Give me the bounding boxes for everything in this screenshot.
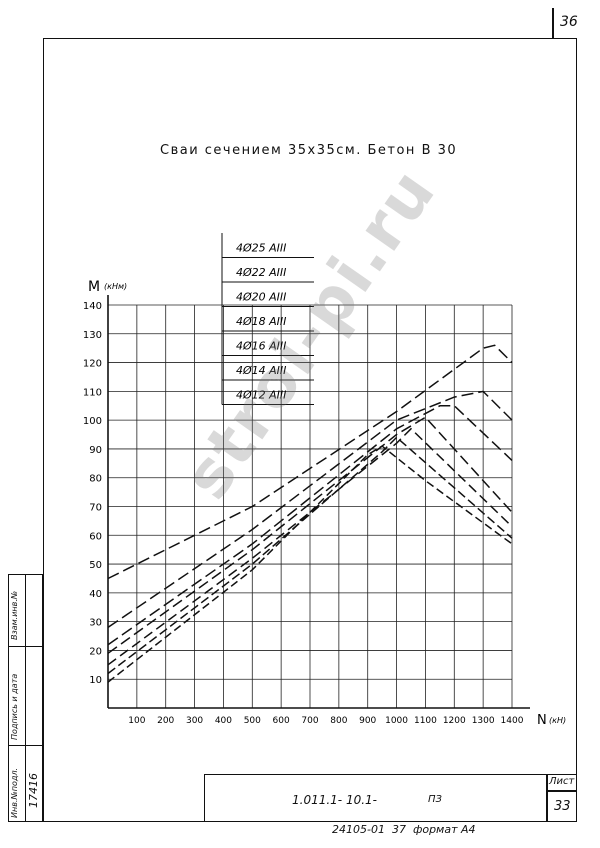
y-tick-label-2: 30 — [89, 618, 102, 629]
y-axis-unit: (кНм) — [104, 282, 127, 291]
corner-sheet-number: 36 — [560, 14, 578, 30]
legend: 4Ø25 AIII 4Ø22 AIII 4Ø20 AIII 4Ø18 AIII 4Ø16… — [221, 233, 314, 405]
legend-entry-5: 4Ø14 AIII — [236, 364, 286, 377]
corner-divider — [552, 8, 554, 38]
legend-entry-3: 4Ø18 AIII — [236, 315, 286, 328]
legend-entry-4: 4Ø16 AIII — [236, 340, 286, 353]
bottom-note: 24105-01 37 формат А4 — [332, 823, 476, 836]
document-code: 1.011.1- 10.1- — [292, 793, 377, 807]
stamp-podpis-data: Подпись и дата — [10, 673, 19, 740]
x-tick-label-11: 1200 — [443, 716, 466, 726]
y-tick-label-13: 140 — [83, 301, 102, 312]
sheet-label: Лист — [549, 776, 575, 787]
stamp-inv-number: 17416 — [27, 773, 40, 808]
series-line-3 — [107, 416, 513, 654]
side-stamp-row-line-1 — [8, 646, 43, 647]
x-tick-label-0: 100 — [128, 716, 145, 726]
x-tick-label-12: 1300 — [472, 716, 495, 726]
legend-entry-6: 4Ø12 AIII — [236, 389, 286, 402]
title-block — [204, 774, 577, 822]
title-block-row-line — [546, 790, 577, 792]
sheet-number: 33 — [554, 799, 571, 814]
tick-labels: 100 200 300 400 500 600 700 800 900 1000 1100 1200 1… — [83, 301, 524, 726]
stamp-inv-podl: Инв.№подл. — [10, 767, 19, 818]
x-tick-label-13: 1400 — [501, 716, 524, 726]
y-tick-label-9: 100 — [83, 416, 102, 427]
x-tick-label-2: 300 — [186, 716, 203, 726]
document-section: ПЗ — [428, 794, 442, 805]
legend-entry-1: 4Ø22 AIII — [236, 266, 286, 279]
series-line-4 — [107, 427, 513, 666]
x-tick-label-6: 700 — [301, 716, 318, 726]
y-tick-label-7: 80 — [89, 474, 102, 485]
y-tick-label-12: 130 — [83, 330, 102, 341]
series-line-6 — [107, 445, 513, 683]
y-tick-label-3: 40 — [89, 589, 102, 600]
y-axis-label: M — [88, 279, 100, 295]
x-axis-unit: (кН) — [549, 716, 566, 725]
series-line-1 — [107, 390, 513, 629]
x-axis-label: N — [537, 713, 547, 728]
y-tick-label-10: 110 — [83, 387, 102, 398]
series-lines — [107, 344, 513, 683]
x-tick-label-3: 400 — [215, 716, 232, 726]
x-tick-label-5: 600 — [273, 716, 290, 726]
side-stamp-row-line-2 — [8, 745, 43, 746]
x-tick-label-1: 200 — [157, 716, 174, 726]
legend-entry-2: 4Ø20 AIII — [236, 291, 286, 304]
y-tick-label-8: 90 — [89, 445, 102, 456]
series-line-2 — [107, 405, 513, 646]
legend-entry-0: 4Ø25 AIII — [236, 242, 286, 255]
x-tick-label-4: 500 — [244, 716, 261, 726]
stamp-vzam-inv: Взам.инв.№ — [10, 590, 19, 640]
y-tick-label-1: 20 — [89, 646, 102, 657]
chart-heading: Сваи сечением 35х35см. Бетон В 30 — [160, 143, 458, 158]
x-tick-label-10: 1100 — [414, 716, 437, 726]
x-tick-label-7: 800 — [330, 716, 347, 726]
y-tick-label-6: 70 — [89, 503, 102, 514]
side-stamp-column-line — [25, 574, 26, 822]
title-block-divider — [546, 774, 548, 822]
y-tick-label-4: 50 — [89, 560, 102, 571]
y-tick-label-5: 60 — [89, 531, 102, 542]
grid — [108, 304, 513, 708]
x-tick-label-9: 1000 — [385, 716, 408, 726]
series-line-5 — [107, 436, 513, 675]
x-tick-label-8: 900 — [359, 716, 376, 726]
y-tick-label-11: 120 — [83, 359, 102, 370]
y-tick-label-0: 10 — [89, 675, 102, 686]
axes — [107, 295, 530, 709]
